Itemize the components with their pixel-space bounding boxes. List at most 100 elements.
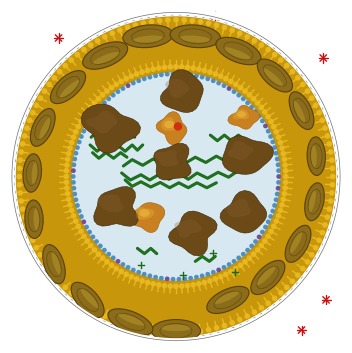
- Circle shape: [277, 175, 281, 178]
- Polygon shape: [220, 191, 267, 233]
- Circle shape: [67, 197, 71, 202]
- Circle shape: [272, 53, 277, 57]
- Circle shape: [70, 140, 74, 145]
- Circle shape: [46, 277, 50, 281]
- Circle shape: [330, 191, 334, 195]
- Circle shape: [171, 277, 175, 281]
- Circle shape: [82, 234, 86, 238]
- Circle shape: [100, 256, 105, 260]
- Ellipse shape: [52, 252, 61, 275]
- Circle shape: [124, 272, 128, 276]
- Circle shape: [291, 60, 295, 64]
- Circle shape: [199, 329, 203, 333]
- Circle shape: [11, 183, 14, 186]
- Ellipse shape: [170, 25, 220, 48]
- Circle shape: [186, 65, 190, 70]
- Circle shape: [139, 334, 143, 338]
- Circle shape: [213, 277, 218, 281]
- Circle shape: [100, 93, 105, 97]
- Circle shape: [182, 331, 186, 335]
- Circle shape: [263, 110, 267, 114]
- Circle shape: [219, 74, 223, 78]
- Circle shape: [31, 238, 35, 243]
- Circle shape: [96, 97, 101, 101]
- Circle shape: [121, 263, 125, 266]
- Circle shape: [278, 208, 282, 213]
- Circle shape: [264, 124, 267, 128]
- Ellipse shape: [180, 35, 210, 43]
- Circle shape: [145, 68, 150, 73]
- Circle shape: [274, 198, 278, 202]
- Circle shape: [243, 89, 247, 93]
- Circle shape: [320, 231, 325, 235]
- Circle shape: [311, 85, 315, 89]
- Circle shape: [81, 40, 85, 44]
- Circle shape: [12, 151, 16, 155]
- Polygon shape: [227, 141, 254, 160]
- Polygon shape: [233, 109, 249, 120]
- Circle shape: [95, 110, 98, 113]
- Circle shape: [85, 239, 89, 243]
- Circle shape: [217, 17, 221, 20]
- Circle shape: [254, 31, 258, 35]
- Circle shape: [261, 231, 264, 234]
- Circle shape: [246, 249, 249, 252]
- Circle shape: [26, 106, 30, 109]
- Ellipse shape: [23, 154, 42, 192]
- Circle shape: [170, 338, 174, 342]
- Circle shape: [256, 248, 260, 252]
- Circle shape: [43, 89, 47, 93]
- Circle shape: [333, 136, 337, 139]
- Circle shape: [43, 260, 47, 264]
- Circle shape: [266, 234, 270, 238]
- Circle shape: [160, 276, 163, 280]
- Circle shape: [229, 79, 233, 84]
- Ellipse shape: [294, 101, 305, 123]
- Circle shape: [250, 244, 253, 248]
- Circle shape: [131, 333, 135, 336]
- Circle shape: [116, 259, 120, 263]
- Circle shape: [73, 192, 76, 196]
- Circle shape: [209, 15, 213, 19]
- Circle shape: [241, 97, 245, 101]
- Circle shape: [232, 90, 236, 94]
- Ellipse shape: [251, 261, 285, 294]
- Circle shape: [260, 314, 264, 317]
- Circle shape: [88, 231, 91, 234]
- Circle shape: [107, 252, 111, 256]
- Circle shape: [29, 98, 33, 102]
- Circle shape: [267, 309, 271, 313]
- Circle shape: [256, 101, 260, 105]
- Circle shape: [11, 159, 15, 163]
- Circle shape: [15, 136, 19, 139]
- Circle shape: [116, 328, 120, 331]
- Circle shape: [145, 280, 150, 285]
- Circle shape: [20, 120, 24, 124]
- Circle shape: [51, 66, 55, 70]
- Circle shape: [103, 101, 106, 104]
- Circle shape: [42, 78, 45, 82]
- Circle shape: [75, 296, 80, 300]
- Circle shape: [148, 274, 152, 277]
- Circle shape: [51, 283, 55, 287]
- Circle shape: [322, 106, 326, 109]
- Polygon shape: [154, 143, 191, 180]
- Circle shape: [239, 24, 243, 28]
- Circle shape: [202, 68, 207, 73]
- Circle shape: [238, 263, 243, 267]
- Circle shape: [64, 169, 69, 173]
- Circle shape: [335, 143, 339, 147]
- Circle shape: [252, 310, 257, 314]
- Ellipse shape: [311, 145, 317, 168]
- Circle shape: [121, 87, 125, 90]
- Polygon shape: [161, 117, 178, 131]
- Circle shape: [337, 190, 341, 194]
- Circle shape: [175, 123, 182, 130]
- Circle shape: [89, 244, 93, 248]
- Circle shape: [63, 285, 67, 289]
- Polygon shape: [94, 186, 138, 226]
- Circle shape: [257, 114, 261, 118]
- Circle shape: [68, 146, 72, 150]
- Circle shape: [166, 331, 170, 335]
- Circle shape: [119, 79, 123, 84]
